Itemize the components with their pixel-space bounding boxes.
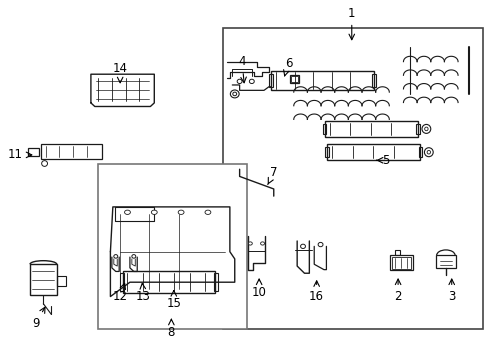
Ellipse shape <box>300 244 305 248</box>
Ellipse shape <box>248 242 252 245</box>
Ellipse shape <box>114 255 118 258</box>
Bar <box>289 75 298 83</box>
Text: 13: 13 <box>136 283 151 303</box>
Ellipse shape <box>424 127 427 131</box>
Text: 7: 7 <box>267 166 277 185</box>
Bar <box>214 273 217 291</box>
Ellipse shape <box>124 210 130 215</box>
Bar <box>57 275 65 285</box>
Bar <box>30 264 57 295</box>
Text: 4: 4 <box>238 55 246 83</box>
Bar <box>371 74 375 87</box>
Bar <box>322 124 326 134</box>
Ellipse shape <box>178 210 183 215</box>
Bar <box>122 271 215 293</box>
Text: 3: 3 <box>447 279 454 303</box>
Ellipse shape <box>424 148 432 157</box>
Ellipse shape <box>204 210 210 215</box>
Bar <box>415 124 419 134</box>
Bar <box>222 28 483 329</box>
Ellipse shape <box>230 90 239 98</box>
Text: 6: 6 <box>283 57 291 76</box>
Text: 10: 10 <box>251 279 266 300</box>
Bar <box>435 255 455 268</box>
Ellipse shape <box>426 150 429 154</box>
Ellipse shape <box>151 210 157 215</box>
Text: 16: 16 <box>308 281 324 303</box>
Ellipse shape <box>260 242 264 245</box>
Text: 11: 11 <box>8 148 32 161</box>
Bar <box>268 74 272 87</box>
Text: 15: 15 <box>166 291 181 310</box>
Ellipse shape <box>41 161 47 166</box>
Ellipse shape <box>249 79 254 84</box>
Text: 12: 12 <box>112 283 127 303</box>
Bar <box>41 144 102 159</box>
Text: 1: 1 <box>347 7 355 40</box>
Text: 9: 9 <box>32 307 45 330</box>
Bar <box>120 273 123 291</box>
Text: 14: 14 <box>112 62 127 83</box>
Text: 5: 5 <box>376 154 389 167</box>
Bar <box>325 121 417 137</box>
Bar <box>28 148 39 156</box>
Bar <box>325 147 328 157</box>
Bar <box>394 250 399 255</box>
Text: 2: 2 <box>393 279 401 303</box>
Bar <box>98 164 246 329</box>
Ellipse shape <box>232 92 236 96</box>
Bar <box>271 71 373 90</box>
Ellipse shape <box>421 125 430 134</box>
Bar <box>391 257 410 269</box>
Text: 8: 8 <box>167 319 175 339</box>
Ellipse shape <box>237 79 242 84</box>
Bar <box>418 147 422 157</box>
Bar <box>327 144 419 160</box>
Ellipse shape <box>318 242 323 247</box>
Bar <box>290 76 297 82</box>
Ellipse shape <box>132 255 136 258</box>
Bar <box>389 255 412 270</box>
